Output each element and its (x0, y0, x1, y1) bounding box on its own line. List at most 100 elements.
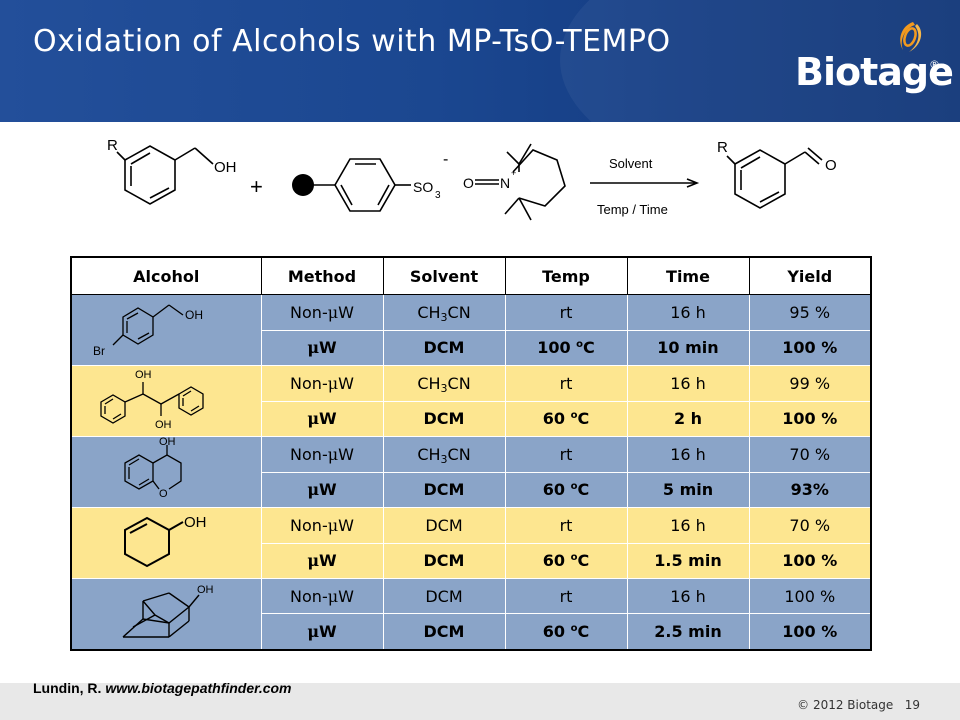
temp-cell: rt (504, 436, 628, 473)
temp-cell: 60 oC (504, 471, 628, 508)
structure-label: OH (197, 584, 214, 596)
chromanol-structure: OH O (124, 436, 182, 500)
structure-cyclohexenol: OH (70, 507, 262, 579)
structure-label: OH (184, 514, 207, 531)
reactant-oh-label: OH (214, 159, 237, 176)
adamantanol-structure: OH (122, 584, 214, 638)
yield-cell: 70 % (748, 507, 872, 544)
header-yield: Yield (748, 256, 872, 295)
yield-cell: 99 % (748, 365, 872, 402)
time-cell: 1.5 min (626, 542, 750, 579)
table-row: μW DCM 100 oC 10 min 100 % (71, 329, 872, 366)
solvent-cell: DCM (382, 471, 506, 508)
time-cell: 16 h (626, 507, 750, 544)
structure-adamantanol: OH (70, 578, 262, 651)
yield-cell: 95 % (748, 294, 872, 331)
time-cell: 16 h (626, 436, 750, 473)
solvent-cell: CH3CN (382, 365, 506, 402)
structure-chromanol: OH O (70, 436, 262, 508)
hydrobenzoin-structure: OH OH (100, 369, 204, 431)
solvent-cell: DCM (382, 613, 506, 651)
solvent-cell: DCM (382, 329, 506, 366)
oxo-label: O (463, 175, 474, 191)
structure-label: OH (155, 419, 172, 431)
header-solvent: Solvent (382, 256, 506, 295)
registered-mark: ® (929, 58, 940, 71)
table-row: OH Non-μW DCM rt 16 h 100 % (70, 577, 872, 651)
slide-header: Oxidation of Alcohols with MP-TsO-TEMPO … (0, 0, 960, 122)
citation-author: Lundin, R. (33, 680, 106, 696)
table-row: OH OH Non-μW CH3CN rt 16 h 99 % (70, 365, 872, 437)
citation-url[interactable]: www.biotagepathfinder.com (105, 680, 292, 696)
time-cell: 16 h (626, 294, 750, 331)
structure-label: O (159, 488, 168, 500)
yield-cell: 93% (748, 471, 872, 508)
logo-wordmark: Biotage (795, 50, 954, 94)
copyright-notice: © 2012 Biotage 19 (797, 698, 920, 712)
bromobenzyl-alcohol-structure: OH Br (93, 304, 203, 358)
reaction-scheme: R OH + SO 3 - O N + Solvent Temp / Time … (107, 137, 837, 221)
product-o-label: O (825, 157, 837, 174)
table-row: OH Br Non-μW CH3CN rt 16 h 95 % (70, 294, 872, 366)
time-cell: 2 h (626, 400, 750, 437)
temp-cell: rt (504, 577, 628, 615)
page-number: 19 (904, 698, 920, 712)
temp-cell: rt (504, 294, 628, 331)
method-cell: Non-μW (260, 365, 384, 402)
temp-cell: 60 oC (504, 613, 628, 651)
yield-cell: 100 % (748, 577, 872, 615)
temp-cell: rt (504, 507, 628, 544)
solvent-cell: DCM (382, 507, 506, 544)
time-cell: 16 h (626, 577, 750, 615)
table-row: μW DCM 60 oC 2.5 min 100 % (71, 613, 872, 651)
table-row: OH Non-μW DCM rt 16 h 70 % (70, 507, 872, 579)
sulfonate-subscript: 3 (435, 190, 441, 201)
product-r-label: R (717, 139, 728, 156)
solvent-cell: CH3CN (382, 294, 506, 331)
method-cell: Non-μW (260, 507, 384, 544)
structure-label: OH (159, 437, 176, 448)
table-row: OH O Non-μW CH3CN rt 16 h 70 % (70, 436, 872, 508)
table-header-row: Alcohol Method Solvent Temp Time Yield (70, 256, 872, 295)
time-cell: 2.5 min (626, 613, 750, 651)
method-cell: μW (260, 329, 384, 366)
table-row: μW DCM 60 oC 1.5 min 100 % (71, 542, 872, 579)
method-cell: μW (260, 471, 384, 508)
slide-title: Oxidation of Alcohols with MP-TsO-TEMPO (33, 24, 671, 59)
method-cell: μW (260, 542, 384, 579)
time-cell: 10 min (626, 329, 750, 366)
arrow-solvent-label: Solvent (609, 156, 653, 171)
header-temp: Temp (504, 256, 628, 295)
citation: Lundin, R. www.biotagepathfinder.com (33, 680, 292, 696)
solvent-cell: DCM (382, 542, 506, 579)
structure-label: Br (93, 344, 105, 358)
solvent-cell: DCM (382, 400, 506, 437)
structure-label: OH (135, 369, 152, 381)
nitrogen-label: N (500, 175, 510, 191)
method-cell: μW (260, 613, 384, 651)
temp-cell: 60 oC (504, 542, 628, 579)
polymer-bead-icon (292, 174, 314, 196)
results-table-wrapper: Alcohol Method Solvent Temp Time Yield O… (70, 256, 872, 651)
arrow-conditions-label: Temp / Time (597, 202, 668, 217)
yield-cell: 100 % (748, 329, 872, 366)
method-cell: Non-μW (260, 577, 384, 615)
yield-cell: 100 % (748, 613, 872, 651)
structure-hydrobenzoin: OH OH (70, 365, 262, 437)
header-time: Time (626, 256, 750, 295)
plus-sign: + (250, 174, 263, 199)
time-cell: 16 h (626, 365, 750, 402)
cyclohexenol-structure: OH (124, 514, 207, 568)
structure-bromobenzyl-alcohol: OH Br (70, 294, 262, 366)
anion-charge: - (443, 151, 448, 168)
yield-cell: 100 % (748, 542, 872, 579)
table-row: μW DCM 60 oC 5 min 93% (71, 471, 872, 508)
results-table: Alcohol Method Solvent Temp Time Yield O… (70, 256, 872, 651)
temp-cell: 60 oC (504, 400, 628, 437)
yield-cell: 100 % (748, 400, 872, 437)
temp-cell: rt (504, 365, 628, 402)
method-cell: Non-μW (260, 294, 384, 331)
header-method: Method (260, 256, 384, 295)
biotage-swirl-icon (900, 22, 922, 52)
solvent-cell: CH3CN (382, 436, 506, 473)
